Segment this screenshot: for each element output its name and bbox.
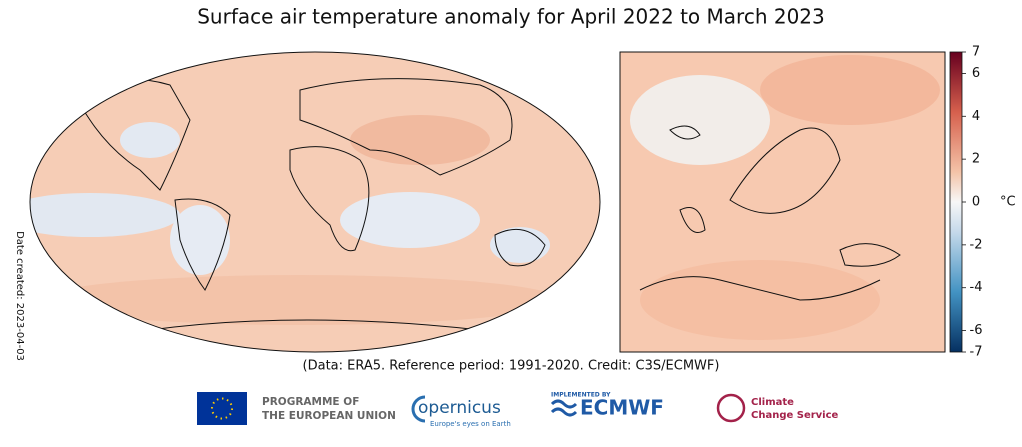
colorbar-ticks: 7 6 4 2 0 -2 -4 -6 -7 xyxy=(962,45,982,360)
colorbar xyxy=(949,51,963,353)
colorbar-tick-label: -4 xyxy=(970,280,983,295)
eu-stars xyxy=(211,397,233,420)
eu-text: THE EUROPEAN UNION xyxy=(262,410,396,422)
copernicus-name: opernicus xyxy=(418,398,501,418)
ecmwf-name: ECMWF xyxy=(580,396,664,420)
date-created: Date created: 2023-04-03 xyxy=(14,231,25,361)
eu-text: PROGRAMME OF xyxy=(262,396,359,408)
europe-map xyxy=(620,52,945,352)
colorbar-tick-label: -6 xyxy=(970,323,983,338)
europe-frame xyxy=(619,51,946,353)
colorbar-tick-label: 6 xyxy=(972,66,980,81)
c3s-mark xyxy=(716,393,746,423)
c3s-text: Change Service xyxy=(751,410,839,421)
c3s-text: Climate xyxy=(751,397,794,408)
colorbar-tick-label: -2 xyxy=(970,237,983,252)
eu-flag xyxy=(197,392,247,425)
title: Surface air temperature anomaly for Apri… xyxy=(197,5,825,29)
colorbar-tick-label: 0 xyxy=(972,195,980,210)
colorbar-unit: °C xyxy=(1000,195,1016,210)
copernicus-mark xyxy=(411,395,426,423)
colorbar-tick-label: 7 xyxy=(972,45,980,60)
caption: (Data: ERA5. Reference period: 1991-2020… xyxy=(303,359,720,374)
world-map xyxy=(30,52,600,352)
colorbar-tick-label: 4 xyxy=(972,109,980,124)
copernicus-tagline: Europe's eyes on Earth xyxy=(430,420,511,428)
colorbar-tick-label: 2 xyxy=(972,152,980,167)
ecmwf-note: IMPLEMENTED BY xyxy=(551,392,611,399)
colorbar-tick-label: -7 xyxy=(970,345,983,360)
ecmwf-mark xyxy=(550,399,578,417)
globe-outline xyxy=(29,51,601,353)
